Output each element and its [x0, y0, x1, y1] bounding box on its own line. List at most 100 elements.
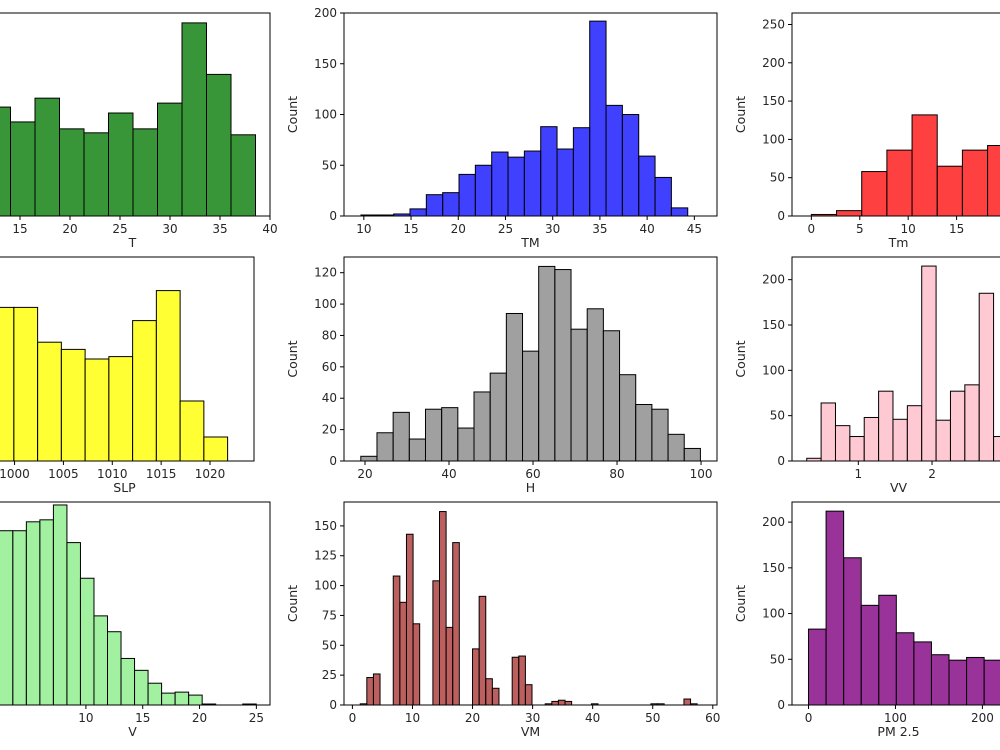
histogram-bar — [52, 504, 68, 705]
y-tick-label: 150 — [314, 519, 337, 533]
y-tick-label: 50 — [322, 638, 337, 652]
y-tick-label: 25 — [322, 668, 337, 682]
histogram-bar — [206, 73, 232, 216]
histogram-bar — [230, 134, 256, 216]
y-axis-label: Count — [285, 96, 300, 133]
histogram-bar — [570, 328, 588, 461]
histogram-bar — [445, 626, 454, 705]
histogram-bar — [409, 208, 427, 216]
histogram-bar — [10, 121, 36, 216]
histogram-bar — [930, 654, 950, 705]
histogram-bar — [79, 577, 95, 705]
histogram-bar — [120, 657, 136, 705]
histogram-bar — [408, 438, 426, 461]
histogram-panel-tm: 10 15 20 25 30 35 40 45 0 50 100 150 200 TM Count — [285, 6, 718, 250]
histogram-bar — [948, 659, 968, 705]
histogram-bar — [860, 604, 880, 705]
histogram-panel-slp: 1000 1005 1010 1015 1020 SLP — [0, 256, 255, 495]
histogram-bar — [511, 656, 520, 705]
histogram-bar — [834, 425, 851, 461]
y-tick-label: 75 — [322, 608, 337, 622]
x-tick-label: 15 — [135, 711, 150, 725]
y-tick-label: 0 — [329, 209, 337, 223]
histogram-bar — [557, 699, 566, 705]
histogram-bar — [572, 127, 591, 216]
histogram-bar — [551, 700, 559, 705]
histogram-bar — [473, 391, 491, 461]
x-tick-label: 1000 — [0, 467, 30, 481]
histogram-bar — [84, 358, 110, 461]
x-tick-label: 15 — [12, 222, 27, 236]
y-tick-label: 100 — [314, 108, 337, 122]
histogram-bar — [690, 703, 698, 705]
histogram-bar — [12, 530, 27, 705]
histogram-bar — [132, 320, 157, 461]
x-tick-label: 30 — [545, 222, 560, 236]
axes-frame — [343, 256, 718, 462]
histogram-panel-v: 10 15 20 25 V — [0, 501, 271, 739]
histogram-bar — [820, 402, 836, 461]
y-tick-label: 50 — [770, 409, 785, 423]
histogram-bar — [886, 149, 913, 216]
y-tick-label: 150 — [762, 94, 785, 108]
y-axis-label: Count — [733, 96, 748, 133]
histogram-bar — [654, 176, 672, 216]
y-axis-label: Count — [733, 340, 748, 377]
histogram-bar — [619, 374, 637, 461]
histogram-bar — [491, 687, 500, 705]
histogram-bar — [683, 698, 692, 705]
x-tick-label: 25 — [249, 711, 264, 725]
x-tick-label: 60 — [705, 711, 720, 725]
histogram-bar — [913, 641, 932, 705]
y-tick-label: 40 — [322, 391, 337, 405]
histogram-bar — [638, 155, 656, 216]
x-tick-label: 60 — [525, 467, 540, 481]
histogram-bar — [540, 126, 558, 216]
histogram-bar — [425, 194, 444, 216]
histogram-panel-pm-2-5: 0 100 200 0 50 100 150 200 PM 2.5 Count — [733, 501, 1000, 739]
axes-frame — [0, 501, 271, 706]
histogram-bar — [93, 615, 108, 705]
histogram-bar — [895, 632, 915, 705]
histogram-bar — [987, 145, 1000, 216]
histogram-bar — [458, 173, 476, 216]
histogram-bar — [554, 269, 572, 461]
y-tick-label: 0 — [777, 454, 785, 468]
histogram-bar — [556, 148, 574, 216]
histogram-bar — [0, 306, 15, 461]
histogram-bar — [412, 623, 421, 705]
y-tick-label: 50 — [770, 652, 785, 666]
histogram-bar — [935, 419, 951, 461]
histogram-bar — [878, 390, 894, 461]
x-tick-label: 20 — [451, 222, 466, 236]
histogram-bar — [432, 580, 441, 705]
axes-frame — [791, 256, 1000, 462]
x-axis-label: Tm — [888, 235, 909, 250]
x-tick-label: 5 — [856, 222, 864, 236]
x-tick-label: 200 — [971, 711, 994, 725]
x-tick-label: 1005 — [48, 467, 79, 481]
x-tick-label: 30 — [162, 222, 177, 236]
histogram-bar — [589, 20, 607, 216]
y-tick-label: 200 — [762, 515, 785, 529]
histogram-bar — [376, 432, 394, 461]
x-tick-label: 10 — [901, 222, 916, 236]
x-tick-label: 10 — [78, 711, 93, 725]
histogram-bar — [683, 447, 701, 461]
histogram-bar — [132, 128, 158, 216]
y-tick-label: 200 — [762, 56, 785, 70]
y-tick-label: 250 — [762, 17, 785, 31]
y-tick-label: 125 — [314, 549, 337, 563]
histogram-bar — [892, 418, 908, 461]
histogram-bar — [489, 372, 507, 461]
x-tick-label: 20 — [357, 467, 372, 481]
histogram-bar — [651, 408, 669, 461]
x-tick-label: 2 — [928, 467, 936, 481]
histogram-bar — [863, 416, 880, 461]
histogram-bar — [107, 631, 122, 705]
x-axis-label: VV — [890, 480, 908, 495]
histogram-bar — [602, 330, 621, 461]
histogram-bar — [605, 104, 623, 216]
histogram-bar — [372, 673, 381, 705]
